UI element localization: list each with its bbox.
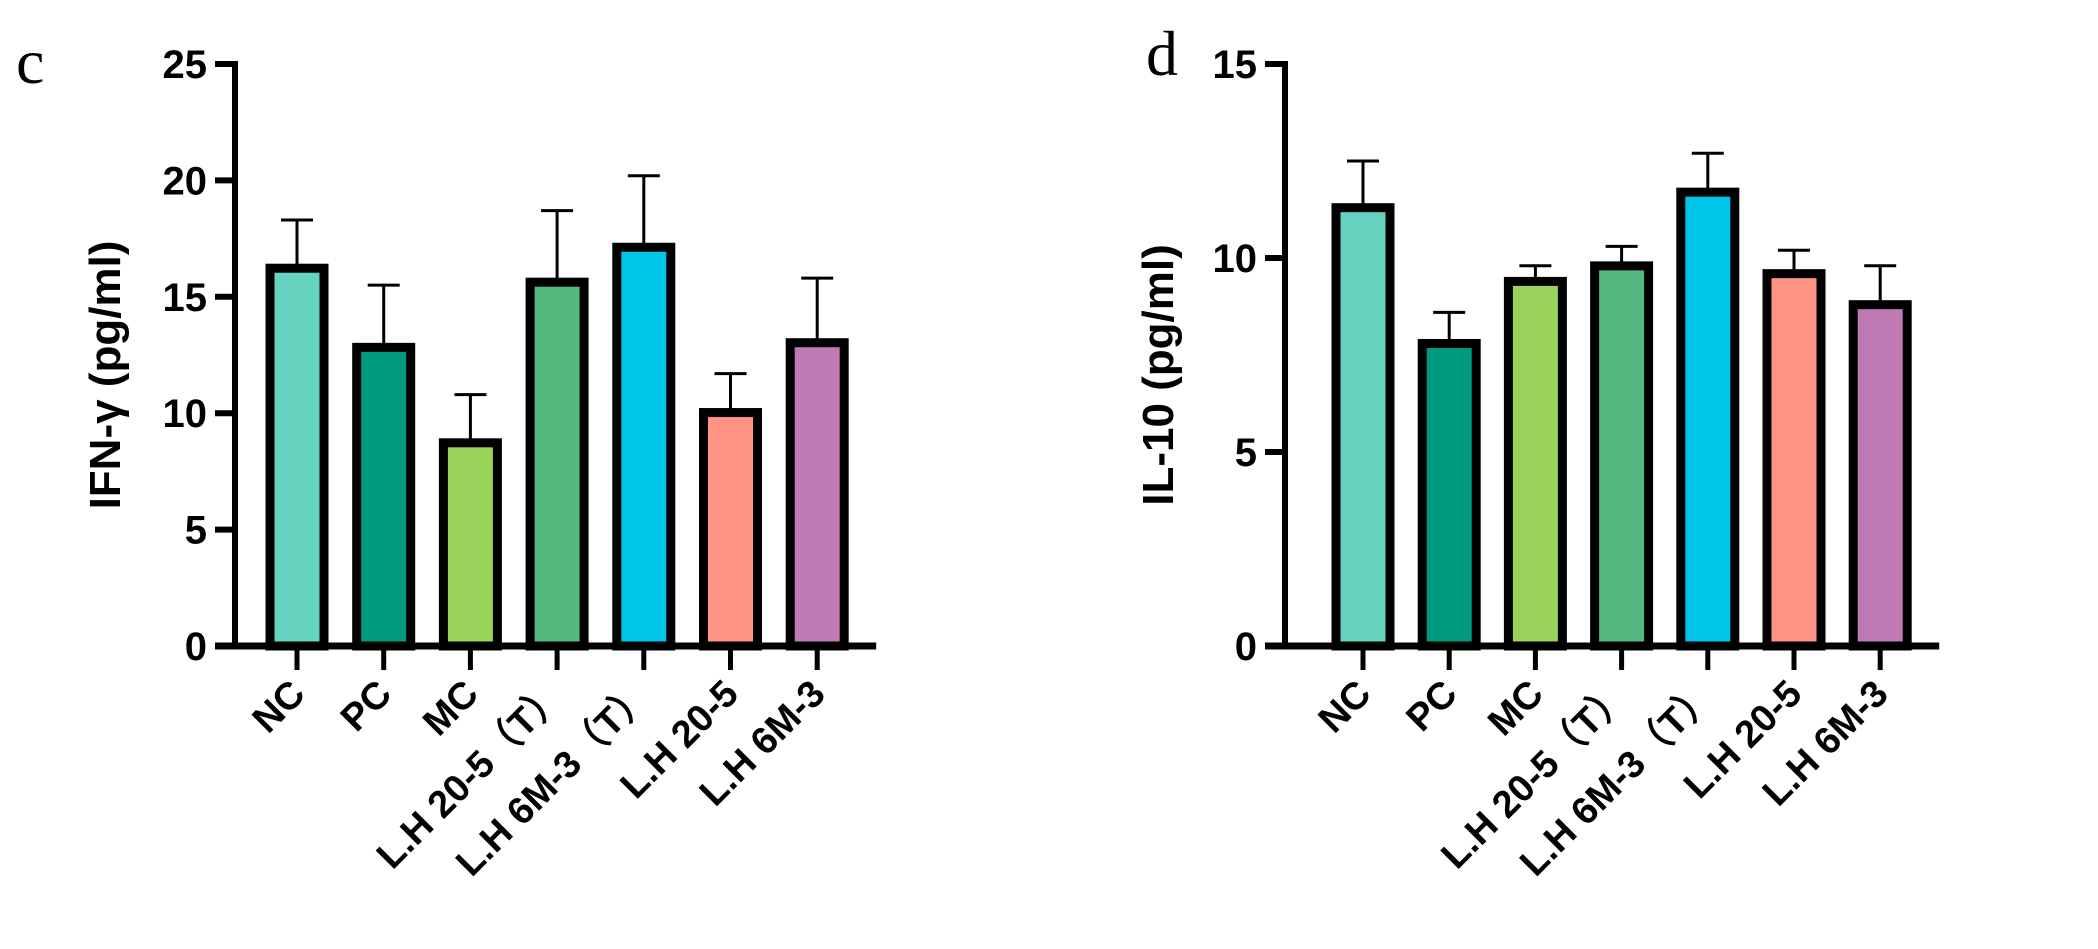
x-tick-label: PC [1399,673,1466,740]
bar [785,338,849,651]
y-tick-label: 5 [1235,431,1257,475]
y-tick-label: 10 [163,392,208,436]
bar [1503,276,1567,651]
bar [1331,203,1395,651]
x-tick-label: MC [415,673,486,744]
panel-letter-c: c [16,26,45,97]
panel-letter-d: d [1146,18,1178,89]
bar [699,408,762,651]
y-tick-label: 20 [163,159,208,203]
y-tick-label: 15 [1213,43,1258,87]
y-tick-label: 15 [163,276,208,320]
bar [525,277,589,651]
bar [612,242,676,651]
y-tick-label: 25 [163,43,208,87]
x-tick-label: NC [245,673,314,742]
x-tick-label: PC [333,673,400,740]
bar [1417,338,1481,651]
x-tick-label: MC [1480,673,1551,744]
y-tick-label: 10 [1213,237,1258,281]
bar [1762,269,1826,651]
bar [1676,187,1740,651]
y-axis-title: IFN-γ (pg/ml) [81,241,130,510]
bar [1848,300,1912,651]
bar [265,263,329,651]
y-tick-label: 5 [185,509,207,553]
y-tick-label: 0 [185,625,207,669]
bar [438,438,502,651]
bar [352,342,416,651]
bar [1590,261,1654,651]
y-axis-title: IL-10 (pg/ml) [1134,244,1183,506]
x-tick-label: NC [1311,673,1380,742]
y-tick-label: 0 [1235,625,1257,669]
